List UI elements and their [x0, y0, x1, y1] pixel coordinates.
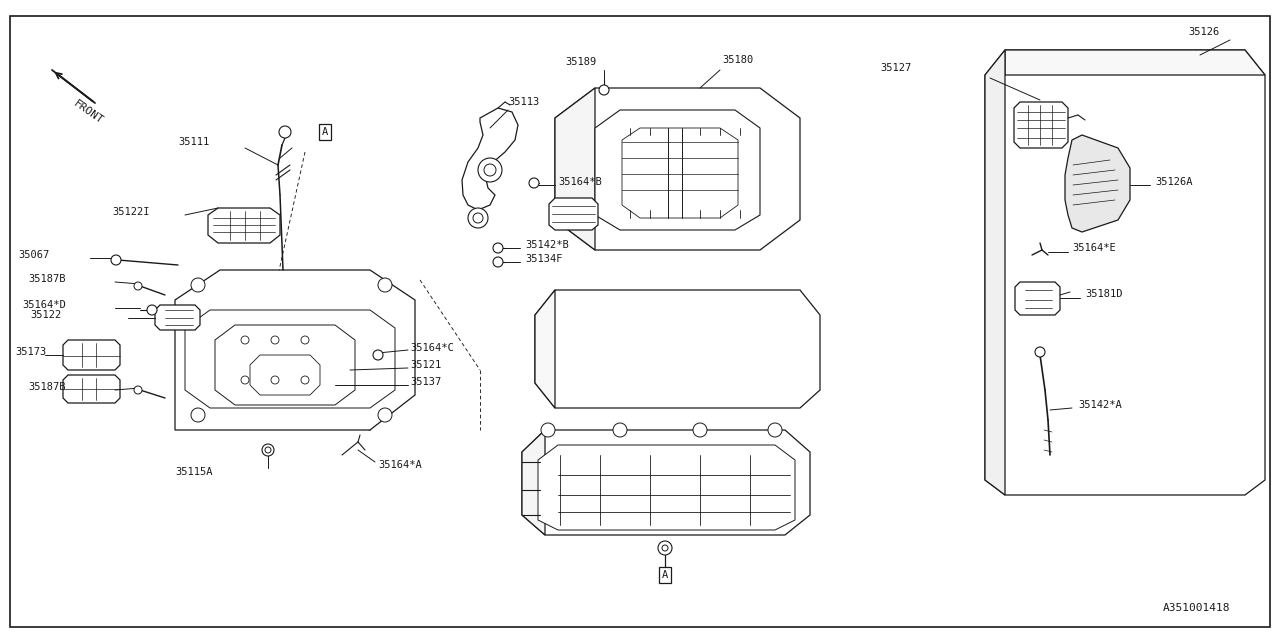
Polygon shape	[986, 50, 1005, 495]
Polygon shape	[556, 88, 800, 250]
Polygon shape	[535, 290, 556, 408]
Text: 35113: 35113	[508, 97, 539, 107]
Text: 35189: 35189	[564, 57, 596, 67]
Text: 35181D: 35181D	[1085, 289, 1123, 299]
Circle shape	[474, 213, 483, 223]
Text: 35187B: 35187B	[28, 382, 65, 392]
Circle shape	[147, 305, 157, 315]
Polygon shape	[595, 110, 760, 230]
Text: A: A	[321, 127, 328, 137]
Circle shape	[378, 408, 392, 422]
Circle shape	[241, 376, 250, 384]
Circle shape	[477, 158, 502, 182]
Text: 35187B: 35187B	[28, 274, 65, 284]
Circle shape	[134, 282, 142, 290]
Circle shape	[658, 541, 672, 555]
Circle shape	[378, 278, 392, 292]
Circle shape	[493, 243, 503, 253]
Circle shape	[468, 208, 488, 228]
Polygon shape	[63, 375, 120, 403]
Text: 35111: 35111	[178, 137, 209, 147]
Text: 35122: 35122	[29, 310, 61, 320]
Polygon shape	[215, 325, 355, 405]
Polygon shape	[549, 198, 598, 230]
Polygon shape	[535, 290, 820, 408]
Circle shape	[662, 545, 668, 551]
Text: 35164*C: 35164*C	[410, 343, 453, 353]
Polygon shape	[175, 270, 415, 430]
Text: 35142*B: 35142*B	[525, 240, 568, 250]
Text: 35134F: 35134F	[525, 254, 562, 264]
Text: 35164*A: 35164*A	[378, 460, 421, 470]
Polygon shape	[462, 108, 518, 210]
Text: 35142*A: 35142*A	[1078, 400, 1121, 410]
Polygon shape	[556, 88, 595, 250]
Circle shape	[265, 447, 271, 453]
Circle shape	[613, 423, 627, 437]
Polygon shape	[522, 430, 545, 535]
Circle shape	[1036, 347, 1044, 357]
Text: 35164*B: 35164*B	[558, 177, 602, 187]
Text: 35137: 35137	[410, 377, 442, 387]
Polygon shape	[155, 305, 200, 330]
Polygon shape	[986, 50, 1265, 495]
Circle shape	[271, 376, 279, 384]
Circle shape	[191, 408, 205, 422]
Text: 35173: 35173	[15, 347, 46, 357]
Text: FRONT: FRONT	[72, 98, 105, 126]
Polygon shape	[209, 208, 280, 243]
Circle shape	[271, 336, 279, 344]
Polygon shape	[1015, 282, 1060, 315]
Text: 35126A: 35126A	[1155, 177, 1193, 187]
Circle shape	[301, 336, 308, 344]
Circle shape	[134, 386, 142, 394]
Polygon shape	[186, 310, 396, 408]
Polygon shape	[522, 430, 810, 535]
Text: 35115A: 35115A	[175, 467, 212, 477]
Circle shape	[262, 444, 274, 456]
Circle shape	[768, 423, 782, 437]
Text: 35122I: 35122I	[113, 207, 150, 217]
Circle shape	[111, 255, 122, 265]
Circle shape	[529, 178, 539, 188]
Circle shape	[599, 85, 609, 95]
Text: 35126: 35126	[1188, 27, 1220, 37]
Text: 35180: 35180	[722, 55, 753, 65]
Polygon shape	[250, 355, 320, 395]
Circle shape	[484, 164, 497, 176]
Circle shape	[541, 423, 556, 437]
Text: 35164*E: 35164*E	[1073, 243, 1116, 253]
Circle shape	[692, 423, 707, 437]
Text: A: A	[662, 570, 668, 580]
Polygon shape	[622, 128, 739, 218]
Polygon shape	[538, 445, 795, 530]
Text: A351001418: A351001418	[1162, 603, 1230, 613]
Circle shape	[493, 257, 503, 267]
Text: 35127: 35127	[881, 63, 911, 73]
Circle shape	[191, 278, 205, 292]
Polygon shape	[1005, 50, 1265, 75]
Circle shape	[241, 336, 250, 344]
Text: 35164*D: 35164*D	[22, 300, 65, 310]
Polygon shape	[1014, 102, 1068, 148]
Polygon shape	[1065, 135, 1130, 232]
Circle shape	[279, 126, 291, 138]
Circle shape	[301, 376, 308, 384]
Circle shape	[372, 350, 383, 360]
Polygon shape	[63, 340, 120, 370]
Text: 35121: 35121	[410, 360, 442, 370]
Text: 35067: 35067	[18, 250, 49, 260]
